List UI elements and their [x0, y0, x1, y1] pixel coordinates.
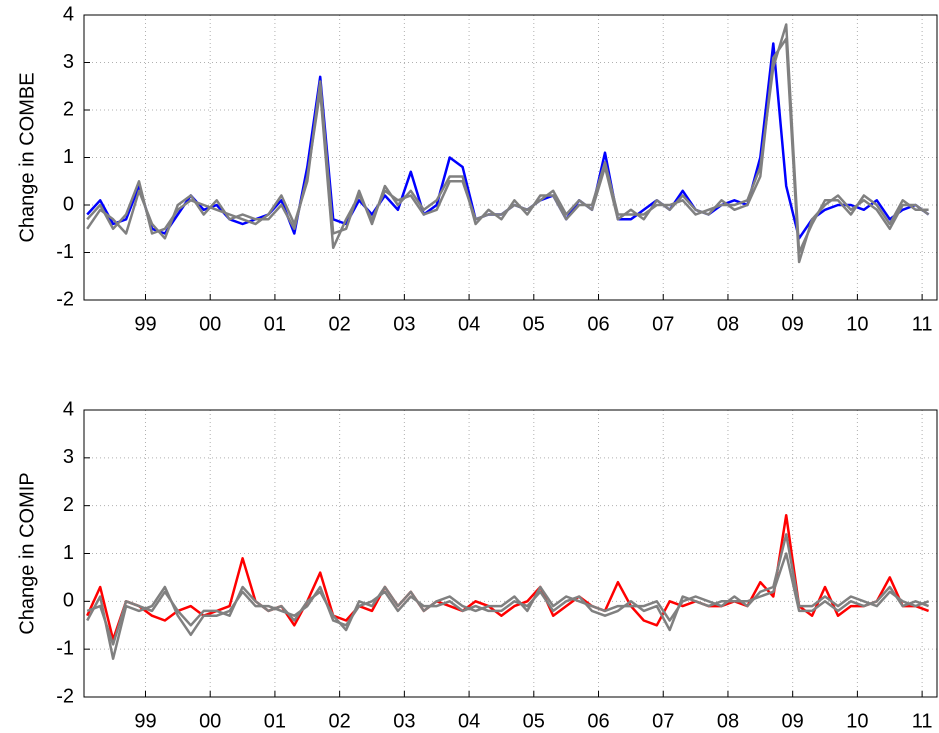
x-tick-label: 02 — [329, 313, 351, 335]
series-line — [86, 23, 929, 254]
series-line — [86, 513, 930, 641]
y-tick-label: -1 — [56, 637, 74, 659]
x-tick-label: 07 — [652, 313, 674, 335]
x-tick-label: 10 — [846, 313, 868, 335]
y-axis-label: Change in COMIP — [16, 472, 38, 634]
axes-box — [83, 14, 938, 301]
y-tick-label: 3 — [63, 446, 74, 468]
x-tick-label: 08 — [717, 313, 739, 335]
x-tick-label: 06 — [587, 313, 609, 335]
x-tick-label: 99 — [134, 710, 156, 732]
x-tick-label: 99 — [134, 313, 156, 335]
x-tick-label: 04 — [458, 710, 480, 732]
y-tick-label: 4 — [63, 398, 74, 420]
x-tick-label: 05 — [523, 710, 545, 732]
x-tick-label: 11 — [912, 313, 933, 335]
x-tick-label: 08 — [717, 710, 739, 732]
x-tick-label: 05 — [523, 313, 545, 335]
x-tick-label: 01 — [264, 710, 286, 732]
y-tick-label: 1 — [63, 542, 74, 564]
series-line — [86, 37, 930, 264]
x-tick-label: 04 — [458, 313, 480, 335]
x-tick-label: 02 — [329, 710, 351, 732]
x-tick-label: 03 — [393, 710, 415, 732]
x-tick-label: 00 — [199, 710, 221, 732]
x-tick-label: 09 — [782, 313, 804, 335]
y-tick-label: 1 — [63, 146, 74, 168]
x-tick-label: 06 — [587, 710, 609, 732]
y-tick-label: 4 — [63, 3, 74, 25]
series-line — [86, 552, 930, 660]
series-line — [86, 533, 930, 646]
series-group — [86, 513, 930, 660]
y-tick-label: 0 — [63, 193, 74, 215]
x-tick-label: 10 — [846, 710, 868, 732]
y-tick-label: 2 — [63, 98, 74, 120]
x-tick-label: 09 — [782, 710, 804, 732]
series-group — [86, 23, 930, 264]
x-tick-label: 03 — [393, 313, 415, 335]
y-tick-label: -2 — [56, 685, 74, 707]
y-tick-label: 0 — [63, 590, 74, 612]
x-tick-label: 00 — [199, 313, 221, 335]
x-tick-label: 11 — [912, 710, 933, 732]
y-axis-label: Change in COMBE — [16, 72, 38, 242]
y-tick-label: 3 — [63, 51, 74, 73]
x-tick-label: 07 — [652, 710, 674, 732]
x-tick-label: 01 — [264, 313, 286, 335]
y-tick-label: 2 — [63, 494, 74, 516]
y-tick-label: -2 — [56, 288, 74, 310]
axes-box — [83, 409, 938, 698]
y-tick-label: -1 — [56, 241, 74, 263]
